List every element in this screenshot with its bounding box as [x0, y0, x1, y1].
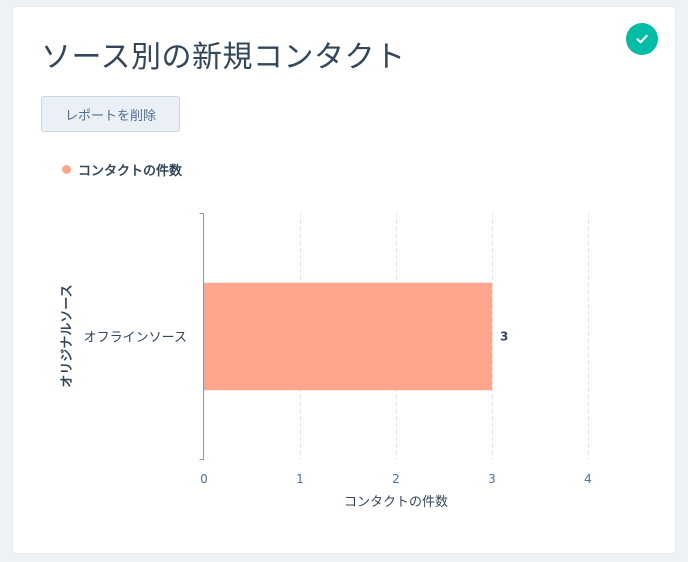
x-tick-label: 3 — [488, 472, 496, 486]
checkmark-circle-icon — [626, 23, 658, 55]
report-title: ソース別の新規コンタクト — [41, 40, 406, 75]
bar — [204, 282, 492, 391]
x-tick-label: 4 — [584, 472, 592, 486]
x-tick-label: 2 — [392, 472, 400, 486]
legend-swatch — [62, 165, 71, 174]
delete-report-button[interactable]: レポートを削除 — [41, 96, 180, 132]
x-axis-title: コンタクトの件数 — [344, 495, 448, 510]
legend-label: コンタクトの件数 — [78, 164, 183, 179]
x-tick-label: 1 — [296, 472, 304, 486]
y-axis-title: オリジナルソース — [60, 284, 75, 387]
chart-legend: コンタクトの件数 — [62, 160, 182, 179]
x-tick-label: 0 — [200, 472, 208, 486]
data-label: 3 — [500, 330, 508, 344]
category-label: オフラインソース — [84, 331, 187, 346]
